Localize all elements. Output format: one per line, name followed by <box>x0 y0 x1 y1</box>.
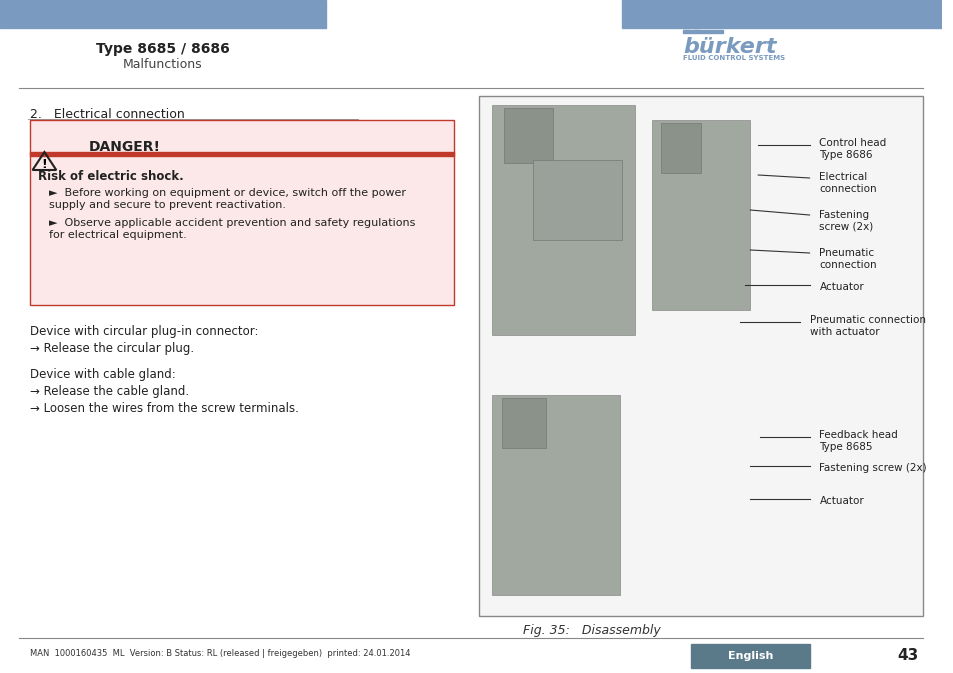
Text: bürkert: bürkert <box>682 37 776 57</box>
Text: Fig. 35:   Disassembly: Fig. 35: Disassembly <box>523 624 660 637</box>
Text: 2.   Electrical connection: 2. Electrical connection <box>30 108 184 121</box>
Bar <box>491 105 634 335</box>
Text: → Loosen the wires from the screw terminals.: → Loosen the wires from the screw termin… <box>30 402 298 415</box>
Text: Electrical
connection: Electrical connection <box>819 172 876 194</box>
Text: Risk of electric shock.: Risk of electric shock. <box>37 170 183 183</box>
Text: FLUID CONTROL SYSTEMS: FLUID CONTROL SYSTEMS <box>682 55 784 61</box>
Text: English: English <box>727 651 772 661</box>
Text: Actuator: Actuator <box>819 496 863 506</box>
Text: DANGER!: DANGER! <box>89 140 161 154</box>
Bar <box>682 30 722 33</box>
Text: → Release the circular plug.: → Release the circular plug. <box>30 342 193 355</box>
Text: ►  Before working on equipment or device, switch off the power
supply and secure: ► Before working on equipment or device,… <box>50 188 406 209</box>
Text: Fastening screw (2x): Fastening screw (2x) <box>819 463 926 473</box>
Text: ►  Observe applicable accident prevention and safety regulations
for electrical : ► Observe applicable accident prevention… <box>50 218 416 240</box>
Bar <box>533 160 621 240</box>
Bar <box>621 0 941 28</box>
Bar <box>692 23 699 28</box>
Bar <box>501 398 545 448</box>
Bar <box>651 120 749 310</box>
Text: !: ! <box>42 157 48 170</box>
Bar <box>30 120 454 305</box>
Bar <box>660 123 700 173</box>
Text: Malfunctions: Malfunctions <box>123 58 202 71</box>
Text: Pneumatic
connection: Pneumatic connection <box>819 248 876 270</box>
Text: Type 8685 / 8686: Type 8685 / 8686 <box>96 42 230 56</box>
Bar <box>503 108 553 163</box>
Text: Pneumatic connection
with actuator: Pneumatic connection with actuator <box>809 315 924 336</box>
Text: Feedback head
Type 8685: Feedback head Type 8685 <box>819 430 897 452</box>
Text: Control head
Type 8686: Control head Type 8686 <box>819 138 885 160</box>
Bar <box>491 395 619 595</box>
Bar <box>478 96 923 616</box>
Text: Device with cable gland:: Device with cable gland: <box>30 368 175 381</box>
Bar <box>690 644 809 668</box>
Text: → Release the cable gland.: → Release the cable gland. <box>30 385 189 398</box>
Text: Fastening
screw (2x): Fastening screw (2x) <box>819 210 873 232</box>
Text: Device with circular plug-in connector:: Device with circular plug-in connector: <box>30 325 258 338</box>
Bar <box>30 152 454 156</box>
Bar <box>682 23 688 28</box>
Text: MAN  1000160435  ML  Version: B Status: RL (released | freigegeben)  printed: 24: MAN 1000160435 ML Version: B Status: RL … <box>30 649 410 658</box>
Text: 43: 43 <box>897 649 918 664</box>
Text: Actuator: Actuator <box>819 282 863 292</box>
Bar <box>0 0 326 28</box>
